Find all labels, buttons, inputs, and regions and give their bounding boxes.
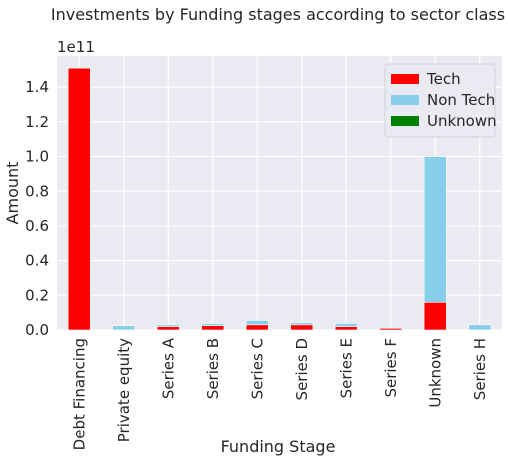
y-tick-label: 0.4: [25, 252, 49, 270]
y-tick-label: 1.0: [25, 148, 49, 166]
legend: Tech Non Tech Unknown: [384, 63, 497, 138]
x-axis-label: Funding Stage: [221, 437, 336, 456]
bar-tech-6: [334, 326, 358, 331]
x-ticks: Debt Financing Private equity Series A Seri…: [70, 337, 489, 450]
bar-non-tech-1: [112, 325, 136, 331]
legend-swatch: [391, 116, 419, 126]
bar-tech-5: [290, 324, 314, 331]
bars: [67, 67, 492, 331]
bar-non-tech-8: [423, 156, 447, 303]
legend-swatch: [391, 95, 419, 105]
bar-non-tech-6: [334, 323, 358, 327]
x-tick-label: Series A: [159, 337, 177, 399]
bar-tech-8: [423, 301, 447, 331]
bar-non-tech-9: [468, 324, 492, 331]
y-tick-label: 0.8: [25, 182, 49, 200]
legend-label: Tech: [426, 70, 461, 88]
y-tick-label: 0.0: [25, 321, 49, 339]
chart-title: Investments by Funding stages according …: [51, 5, 505, 24]
x-tick-label: Private equity: [115, 338, 133, 442]
y-axis-label: Amount: [3, 162, 22, 225]
bar-tech-0: [67, 67, 91, 331]
bar-non-tech-4: [245, 320, 269, 326]
x-tick-label: Series C: [248, 338, 266, 399]
bar-non-tech-5: [290, 322, 314, 326]
bar-tech-2: [156, 326, 180, 331]
x-tick-label: Series H: [471, 338, 489, 400]
x-tick-label: Unknown: [426, 338, 444, 408]
y-tick-label: 0.2: [25, 286, 49, 304]
x-tick-label: Series F: [382, 338, 400, 398]
y-ticks: 0.0 0.2 0.4 0.6 0.8 1.0 1.2 1.4: [25, 78, 49, 339]
bar-non-tech-2: [156, 324, 180, 327]
legend-swatch: [391, 74, 419, 84]
x-tick-label: Series D: [293, 338, 311, 400]
bar-tech-4: [245, 324, 269, 331]
x-tick-label: Debt Financing: [70, 338, 88, 450]
bar-tech-3: [201, 325, 225, 331]
legend-label: Unknown: [427, 112, 497, 130]
y-tick-label: 1.4: [25, 78, 49, 96]
x-tick-label: Series E: [337, 338, 355, 398]
legend-label: Non Tech: [427, 91, 495, 109]
x-tick-label: Series B: [204, 338, 222, 399]
bar-non-tech-3: [201, 323, 225, 326]
y-offset-text: 1e11: [57, 38, 95, 56]
bar-non-tech-7: [379, 327, 403, 329]
y-tick-label: 0.6: [25, 217, 49, 235]
y-tick-label: 1.2: [25, 113, 49, 131]
